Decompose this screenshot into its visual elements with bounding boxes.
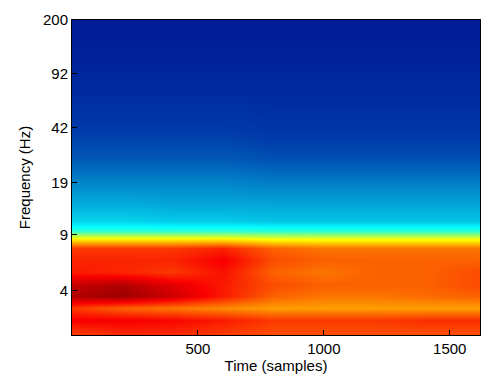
svg-text:Frequency (Hz): Frequency (Hz) bbox=[16, 126, 33, 229]
svg-text:Time (samples): Time (samples) bbox=[225, 357, 328, 374]
svg-text:1500: 1500 bbox=[433, 340, 466, 357]
svg-text:9: 9 bbox=[60, 226, 68, 243]
svg-text:19: 19 bbox=[51, 174, 68, 191]
svg-text:4: 4 bbox=[60, 282, 68, 299]
svg-text:92: 92 bbox=[51, 65, 68, 82]
svg-text:200: 200 bbox=[43, 11, 68, 28]
svg-text:42: 42 bbox=[51, 119, 68, 136]
svg-text:1000: 1000 bbox=[307, 340, 340, 357]
svg-text:500: 500 bbox=[185, 340, 210, 357]
